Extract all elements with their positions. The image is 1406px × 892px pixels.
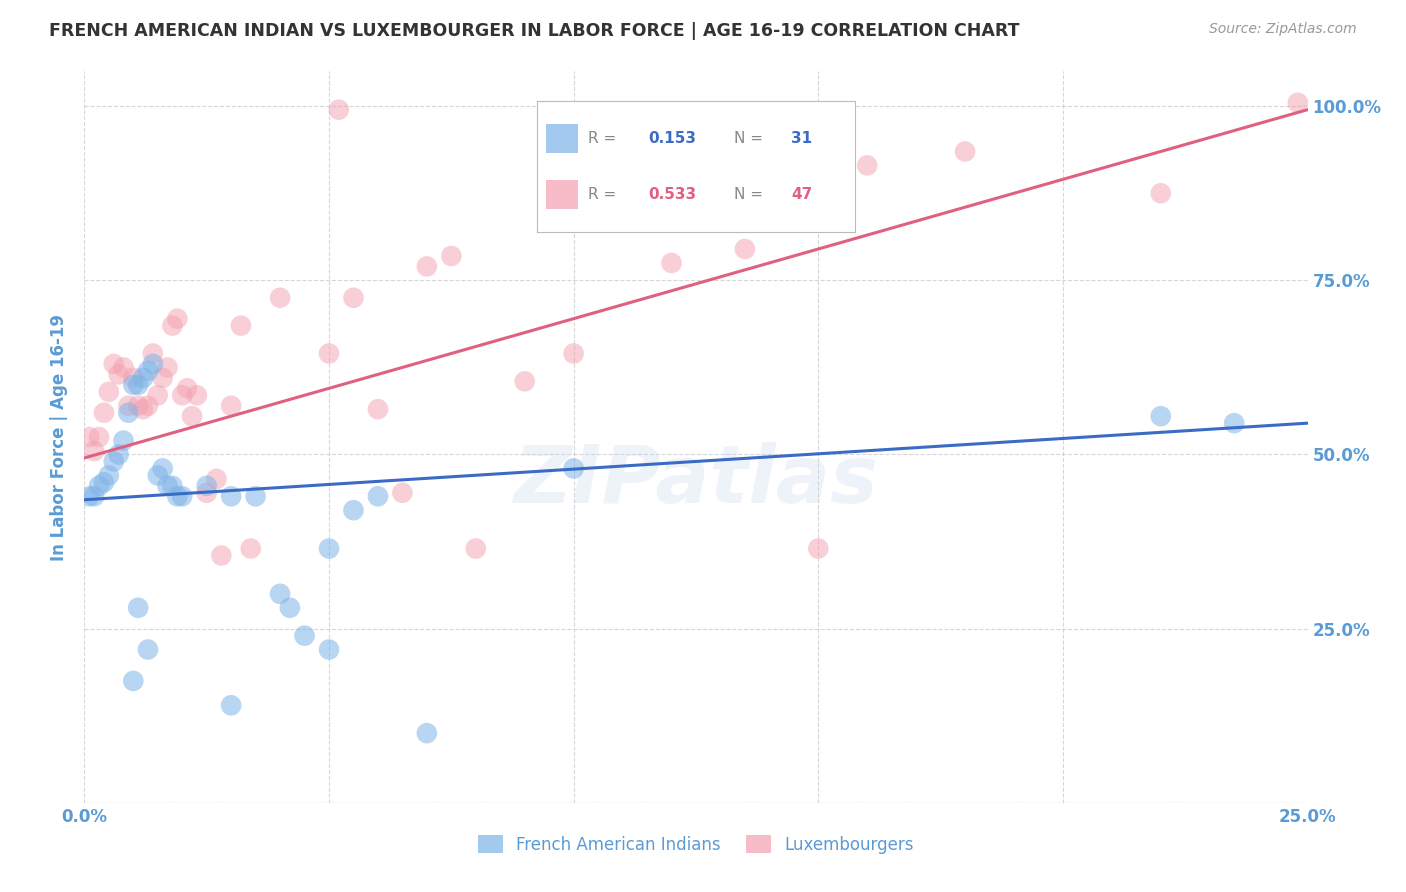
Point [953, 145, 976, 159]
Point [205, 472, 228, 486]
Point [156, 360, 179, 375]
Point [1150, 409, 1173, 424]
Point [318, 541, 340, 556]
Point [464, 541, 486, 556]
Point [1286, 95, 1309, 110]
Point [83, 489, 105, 503]
Point [219, 399, 242, 413]
Point [103, 357, 125, 371]
Point [152, 371, 174, 385]
Point [136, 642, 159, 657]
Point [93, 406, 115, 420]
Point [77, 489, 100, 503]
Point [367, 402, 389, 417]
Point [807, 541, 830, 556]
Point [318, 346, 340, 360]
Point [172, 388, 194, 402]
Point [181, 409, 204, 424]
Point [562, 346, 585, 360]
Point [318, 642, 340, 657]
Point [278, 600, 301, 615]
Point [342, 291, 364, 305]
Text: FRENCH AMERICAN INDIAN VS LUXEMBOURGER IN LABOR FORCE | AGE 16-19 CORRELATION CH: FRENCH AMERICAN INDIAN VS LUXEMBOURGER I… [49, 22, 1019, 40]
Point [166, 489, 188, 503]
Point [1223, 416, 1246, 430]
Y-axis label: In Labor Force | Age 16-19: In Labor Force | Age 16-19 [51, 314, 69, 560]
Point [1150, 186, 1173, 201]
Point [186, 388, 208, 402]
Point [87, 430, 110, 444]
Point [856, 158, 879, 172]
Point [112, 434, 135, 448]
Point [93, 475, 115, 490]
Point [195, 479, 218, 493]
Point [172, 489, 194, 503]
Point [219, 698, 242, 713]
Point [513, 375, 536, 389]
Point [146, 468, 169, 483]
Point [97, 384, 120, 399]
Point [156, 479, 179, 493]
Point [416, 726, 439, 740]
Point [142, 357, 165, 371]
Point [132, 371, 155, 385]
Point [122, 377, 145, 392]
Point [367, 489, 389, 503]
Point [142, 346, 165, 360]
Point [136, 399, 159, 413]
Point [127, 399, 149, 413]
Point [229, 318, 252, 333]
Point [117, 399, 139, 413]
Point [162, 318, 184, 333]
Point [152, 461, 174, 475]
Point [294, 629, 316, 643]
Point [87, 479, 110, 493]
Point [122, 673, 145, 688]
Point [440, 249, 463, 263]
Point [176, 381, 198, 395]
Point [83, 444, 105, 458]
Point [562, 461, 585, 475]
Point [136, 364, 159, 378]
Point [146, 388, 169, 402]
Point [77, 430, 100, 444]
Point [166, 311, 188, 326]
Point [661, 256, 683, 270]
Point [734, 242, 756, 256]
Point [219, 489, 242, 503]
Point [127, 600, 149, 615]
Point [195, 485, 218, 500]
Point [117, 406, 139, 420]
Point [239, 541, 262, 556]
Point [391, 485, 413, 500]
Point [328, 103, 350, 117]
Point [107, 448, 129, 462]
Point [97, 468, 120, 483]
Point [112, 360, 135, 375]
Point [162, 479, 184, 493]
Point [245, 489, 267, 503]
Text: Source: ZipAtlas.com: Source: ZipAtlas.com [1209, 22, 1357, 37]
Point [342, 503, 364, 517]
Point [122, 371, 145, 385]
Point [269, 587, 291, 601]
Legend: French American Indians, Luxembourgers: French American Indians, Luxembourgers [471, 829, 921, 860]
Point [107, 368, 129, 382]
Point [132, 402, 155, 417]
Point [269, 291, 291, 305]
Point [209, 549, 232, 563]
Point [103, 454, 125, 468]
Point [416, 260, 439, 274]
Point [127, 377, 149, 392]
Text: ZIPatlas: ZIPatlas [513, 442, 879, 520]
